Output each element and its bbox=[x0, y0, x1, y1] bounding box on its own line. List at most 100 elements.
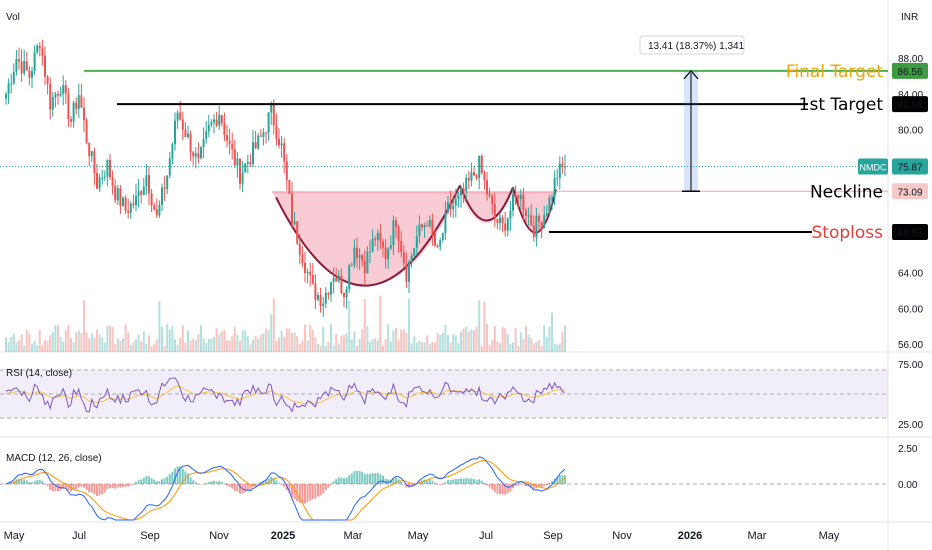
candle bbox=[285, 161, 288, 181]
volume-bar bbox=[350, 339, 353, 352]
candle bbox=[509, 210, 512, 219]
volume-bar bbox=[423, 342, 426, 352]
volume-bar bbox=[5, 337, 7, 352]
current-price-tag-bg bbox=[892, 158, 928, 175]
macd-histogram-bar bbox=[148, 476, 150, 484]
volume-bar bbox=[257, 338, 260, 352]
volume-bar bbox=[7, 342, 10, 352]
volume-bar bbox=[231, 336, 234, 352]
macd-histogram-bar bbox=[519, 484, 522, 485]
volume-bar bbox=[57, 325, 59, 352]
macd-histogram-bar bbox=[83, 484, 85, 488]
candle bbox=[392, 220, 395, 246]
candle bbox=[189, 133, 192, 153]
volume-bar bbox=[395, 328, 397, 352]
candle bbox=[335, 277, 338, 282]
candle bbox=[553, 178, 556, 198]
final-target-label: Final Target bbox=[786, 62, 884, 82]
volume-bar bbox=[80, 333, 83, 352]
macd-histogram-bar bbox=[67, 484, 70, 491]
candle bbox=[20, 61, 23, 74]
candle bbox=[421, 224, 423, 228]
volume-bar bbox=[116, 338, 119, 352]
rsi-line bbox=[5, 377, 566, 413]
macd-histogram-bar bbox=[106, 484, 109, 490]
volume-bar bbox=[111, 326, 114, 352]
volume-bar bbox=[304, 324, 306, 352]
macd-tick: 2.50 bbox=[898, 444, 918, 455]
volume-bar bbox=[561, 331, 564, 352]
volume-bar bbox=[148, 335, 150, 352]
volume-bar bbox=[564, 325, 566, 352]
candle bbox=[163, 187, 166, 189]
price-tick-label: 88.00 bbox=[898, 54, 923, 65]
candle bbox=[80, 95, 83, 108]
candle bbox=[96, 173, 98, 189]
volume-bar bbox=[340, 335, 343, 352]
macd-histogram-bar bbox=[374, 473, 377, 484]
macd-histogram-bar bbox=[233, 484, 236, 491]
candle bbox=[387, 248, 390, 260]
volume-bar bbox=[431, 342, 434, 352]
volume-bar bbox=[106, 325, 109, 352]
volume-bar bbox=[434, 342, 436, 352]
x-tick-label: Mar bbox=[748, 530, 767, 542]
candle bbox=[228, 140, 231, 144]
candle bbox=[135, 195, 137, 206]
neckline-band bbox=[272, 191, 556, 194]
candle bbox=[402, 251, 405, 264]
candle bbox=[493, 204, 496, 219]
macd-histogram-bar bbox=[532, 484, 535, 490]
rsi-tick: 75.00 bbox=[898, 360, 923, 371]
candle bbox=[142, 186, 145, 195]
candle bbox=[491, 196, 494, 205]
candle bbox=[106, 159, 109, 177]
volume-bar bbox=[506, 334, 509, 352]
candle bbox=[558, 163, 561, 179]
candle bbox=[231, 143, 234, 150]
candle bbox=[70, 119, 72, 122]
macd-histogram-bar bbox=[457, 478, 460, 484]
candle bbox=[428, 220, 431, 227]
macd-histogram-bar bbox=[116, 484, 119, 488]
volume-bar bbox=[522, 339, 525, 352]
volume-bar bbox=[153, 343, 156, 352]
volume-bar bbox=[361, 329, 364, 352]
candle bbox=[361, 255, 364, 261]
macd-histogram-bar bbox=[291, 484, 293, 498]
macd-histogram-bar bbox=[384, 478, 387, 484]
candle bbox=[10, 83, 13, 85]
candle bbox=[350, 265, 353, 267]
candle bbox=[405, 263, 408, 282]
volume-bar bbox=[265, 328, 267, 352]
macd-histogram-bar bbox=[491, 484, 494, 490]
volume-bar bbox=[150, 345, 153, 352]
volume-bar bbox=[527, 334, 530, 352]
macd-histogram-bar bbox=[210, 481, 213, 484]
volume-bar bbox=[345, 333, 348, 352]
candle bbox=[475, 175, 478, 179]
macd-histogram-bar bbox=[392, 478, 395, 484]
volume-label: Vol bbox=[6, 12, 20, 23]
volume-bar bbox=[551, 312, 553, 352]
candle bbox=[270, 103, 273, 113]
macd-histogram-bar bbox=[46, 484, 49, 487]
candle bbox=[353, 247, 356, 266]
volume-bar bbox=[88, 338, 91, 352]
candlesticks bbox=[5, 39, 566, 318]
candle bbox=[462, 188, 465, 192]
volume-bar bbox=[129, 344, 132, 352]
volume-bar bbox=[473, 330, 475, 352]
volume-bar bbox=[246, 336, 249, 352]
candle bbox=[93, 151, 96, 174]
macd-histogram-bar bbox=[38, 479, 41, 484]
volume-bar bbox=[145, 343, 148, 352]
volume-bar bbox=[491, 339, 494, 352]
volume-bar bbox=[283, 336, 286, 352]
candle bbox=[483, 173, 486, 181]
volume-bar bbox=[64, 330, 67, 352]
volume-bar bbox=[207, 338, 210, 352]
macd-histogram-bar bbox=[168, 474, 171, 484]
candle bbox=[301, 254, 304, 263]
